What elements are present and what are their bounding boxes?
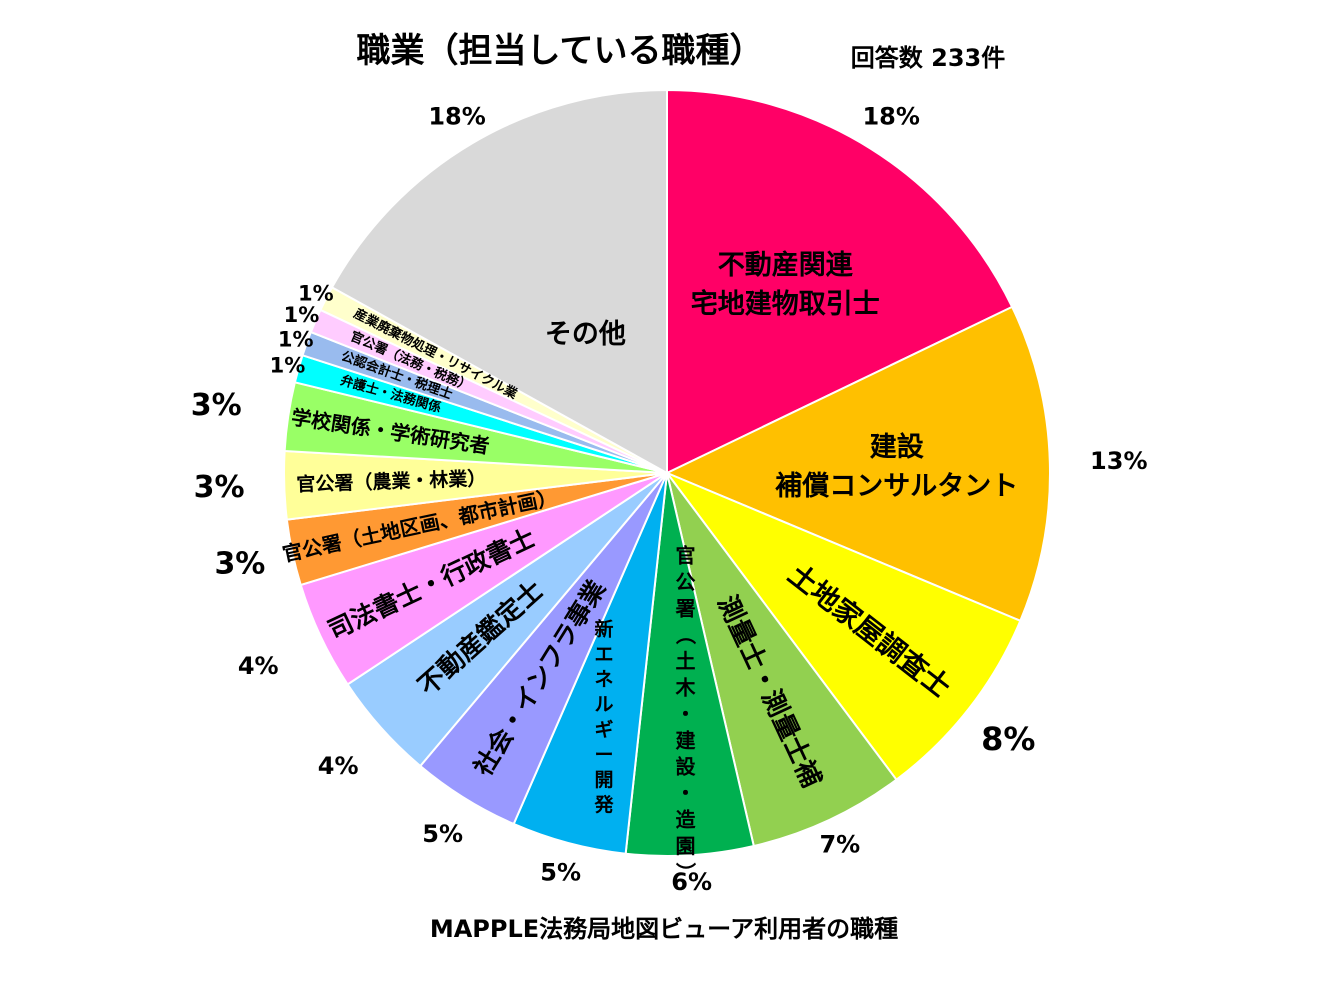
percent-label: 3% [191,388,242,423]
slice-label-char: 開 [594,769,613,791]
pie-slice [664,305,1051,623]
slice-label-char: 新 [594,618,613,641]
slice-label-char: 土 [676,649,696,673]
slice-label-line: その他 [545,319,626,350]
chart-caption: MAPPLE法務局地図ビューア利用者の職種 [430,915,898,943]
slice-label-char: 官 [676,543,696,567]
slice-label-char: エ [594,644,613,666]
slice-label-line: 宅地建物取引士 [691,288,880,320]
slice-label-char: 木 [675,675,697,699]
slice-label: 官公署（土木・建設・造園） [674,543,698,882]
percent-label: 1% [278,328,314,352]
percent-label: 4% [238,652,279,680]
percent-label: 7% [819,831,860,859]
slice-label-char: （ [674,625,698,645]
slices-layer [283,88,1051,857]
percent-label: 4% [318,752,359,780]
slice-label-line: 建設 [870,431,925,463]
slice-label-char: 園 [676,834,696,858]
slice-label-char: ・ [676,702,696,726]
percent-labels-layer: 18%13%8%7%6%5%5%4%4%3%3%3%1%1%1%1%18% [191,102,1148,896]
slice-label-char: ・ [676,781,696,805]
slice-label-char: 発 [593,793,614,816]
percent-label: 1% [270,354,306,378]
slice-label-char: ギ [594,719,613,741]
slice-label-line: 補償コンサルタント [774,471,1018,502]
percent-label: 5% [540,859,581,887]
slice-label-char: 署 [676,596,696,620]
slice-label-char: ー [594,744,613,766]
pie-slice [330,88,668,475]
percent-label: 13% [1090,447,1147,475]
percent-label: 3% [194,470,245,505]
slice-labels-layer: 不動産関連宅地建物取引士建設補償コンサルタント土地家屋調査士測量士・測量士補官公… [280,249,1018,882]
percent-label: 3% [214,546,265,581]
slice-label-char: ） [674,862,698,882]
pie-slice [664,470,1022,782]
response-count: 回答数 233件 [851,44,1005,72]
percent-label: 6% [671,868,712,896]
pie-slice [666,472,898,848]
percent-label: 1% [284,303,320,327]
slice-label-char: ル [594,694,613,716]
slice-label-char: 建 [676,728,696,752]
slice-label-char: 公 [676,570,696,594]
percent-label: 1% [298,281,334,305]
slice-label-line: 不動産関連 [718,249,854,281]
percent-label: 18% [428,103,485,131]
pie-slice [666,88,1014,475]
percent-label: 5% [422,820,463,848]
percent-label: 18% [862,102,919,130]
percent-label: 8% [981,720,1035,758]
slice-label-char: 設 [676,755,697,779]
slice-label: その他 [545,319,626,350]
slice-label-char: ネ [594,669,613,691]
chart-title: 職業（担当している職種） [357,31,764,71]
slice-label-char: 造 [676,807,697,831]
